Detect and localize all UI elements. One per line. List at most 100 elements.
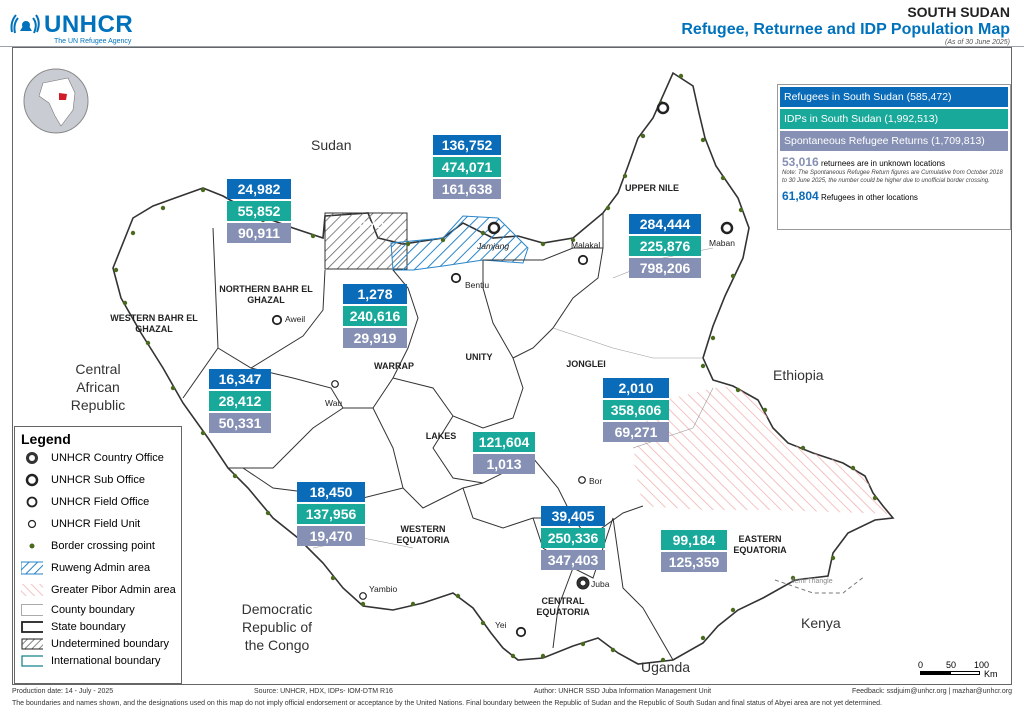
border-crossing-point xyxy=(830,555,836,561)
border-crossing-point xyxy=(872,495,878,501)
border-crossing-point xyxy=(480,620,486,626)
border-crossing-point xyxy=(622,173,628,179)
legend-title: Legend xyxy=(21,431,71,447)
field-office-icon xyxy=(21,495,43,509)
town-bor: Bor xyxy=(589,476,603,486)
town-ilemi: Ilemi Triangle xyxy=(791,578,833,585)
border-crossing-point xyxy=(790,575,796,581)
upper-nile-idps: 225,876 xyxy=(629,236,701,256)
scale-bar: 0 50 100 Km xyxy=(912,660,1000,682)
legend-field-office-label: UNHCR Field Office xyxy=(51,496,150,508)
footer-row: Production date: 14 - July - 2025 Source… xyxy=(12,688,1012,695)
footer: Production date: 14 - July - 2025 Source… xyxy=(12,688,1012,708)
border-crossing-point xyxy=(440,237,446,243)
undetermined-swatch-icon xyxy=(21,638,43,650)
border-crossing-point xyxy=(265,510,271,516)
warrap-idps: 240,616 xyxy=(343,306,407,326)
scale-bar-light xyxy=(950,671,980,675)
legend-field-office: UNHCR Field Office xyxy=(21,491,181,513)
border-crossing-point xyxy=(762,407,768,413)
border-crossing-point xyxy=(410,601,416,607)
unity-returns: 161,638 xyxy=(433,179,501,199)
town-bentiu: Bentiu xyxy=(465,280,490,290)
legend-county: County boundary xyxy=(21,601,181,618)
field-office-marker xyxy=(577,254,589,266)
unhcr-logo: UNHCR xyxy=(8,10,133,40)
legend-ruweng-label: Ruweng Admin area xyxy=(51,562,151,574)
sub-office-marker xyxy=(487,221,501,235)
state-abyei: ABYEI xyxy=(356,220,384,230)
legend-international-label: International boundary xyxy=(51,654,161,667)
legend-ruweng: Ruweng Admin area xyxy=(21,557,181,579)
border-crossing-point xyxy=(710,335,716,341)
legend-country-office: UNHCR Country Office xyxy=(21,447,181,469)
eeq-idps: 99,184 xyxy=(661,530,727,550)
footer-source: Source: UNHCR, HDX, IDPs- IOM-DTM R16 xyxy=(254,688,393,695)
border-crossing-point xyxy=(700,137,706,143)
border-crossing-point xyxy=(610,647,616,653)
field-unit-marker xyxy=(578,476,586,484)
town-malakal: Malakal xyxy=(571,240,601,250)
border-crossing-point xyxy=(730,607,736,613)
legend-pibor: Greater Pibor Admin area xyxy=(21,579,181,601)
wbeg-refugees: 16,347 xyxy=(209,369,271,389)
nbeg-returns: 90,911 xyxy=(227,223,291,243)
org-name: UNHCR xyxy=(44,11,134,38)
map-date: (As of 30 June 2025) xyxy=(945,39,1010,46)
border-crossing-point xyxy=(510,653,516,659)
legend-border-crossing-label: Border crossing point xyxy=(51,540,155,552)
border-crossing-point xyxy=(850,465,856,471)
border-crossing-point xyxy=(130,230,136,236)
legend-pibor-label: Greater Pibor Admin area xyxy=(51,584,176,596)
border-crossing-point xyxy=(678,73,684,79)
weq-returns: 19,470 xyxy=(297,526,365,546)
warrap-returns: 29,919 xyxy=(343,328,407,348)
border-points xyxy=(113,73,878,663)
summary-returns: Spontaneous Refugee Returns (1,709,813) xyxy=(780,131,1008,151)
field-office-marker xyxy=(450,272,462,284)
town-maban: Maban xyxy=(709,238,735,248)
border-crossing-point xyxy=(480,230,486,236)
scale-tick-100: 100 xyxy=(974,660,990,670)
state-upper-nile: UPPER NILE xyxy=(624,183,679,193)
county-swatch-icon xyxy=(21,603,43,616)
sub-office-marker xyxy=(720,221,734,235)
border-crossing-point xyxy=(113,267,119,273)
town-juba: Juba xyxy=(591,579,610,589)
map-title: Refugee, Returnee and IDP Population Map xyxy=(681,21,1010,38)
title-block: SOUTH SUDAN Refugee, Returnee and IDP Po… xyxy=(681,4,1010,46)
border-crossing-point xyxy=(200,187,206,193)
legend-field-unit-label: UNHCR Field Unit xyxy=(51,518,141,530)
jonglei-refugees: 2,010 xyxy=(603,378,669,398)
border-crossing-point xyxy=(800,445,806,451)
scale-tick-50: 50 xyxy=(946,660,957,670)
state-jonglei: JONGLEI xyxy=(566,359,606,369)
state-warrap: WARRAP xyxy=(374,361,414,371)
town-aweil: Aweil xyxy=(285,314,306,324)
field-office-marker xyxy=(271,314,283,326)
ceq-returns: 347,403 xyxy=(541,550,605,570)
map-country: SOUTH SUDAN xyxy=(907,4,1010,20)
legend-sub-office-label: UNHCR Sub Office xyxy=(51,474,145,486)
border-crossing-point xyxy=(640,133,646,139)
legend-state-label: State boundary xyxy=(51,620,126,633)
border-crossing-point xyxy=(540,241,546,247)
border-crossing-point xyxy=(160,205,166,211)
country-drc: Democratic Republic of the Congo xyxy=(241,601,313,653)
border-crossing-point xyxy=(605,205,611,211)
state-swatch-icon xyxy=(21,620,43,633)
border-crossing-point xyxy=(580,641,586,647)
footer-disclaimer: The boundaries and names shown, and the … xyxy=(12,700,882,707)
state-ceq: CENTRAL EQUATORIA xyxy=(536,596,590,617)
summary-other: 61,804 Refugees in other locations xyxy=(778,185,1010,203)
border-crossing-point xyxy=(735,387,741,393)
scale-unit: Km xyxy=(984,669,998,679)
border-crossing-point xyxy=(330,575,336,581)
eeq-returns: 125,359 xyxy=(661,552,727,572)
border-crossing-point xyxy=(738,207,744,213)
border-crossing-point xyxy=(170,385,176,391)
legend-undetermined: Undetermined boundary xyxy=(21,635,181,652)
border-crossing-point xyxy=(570,237,576,243)
field-office-marker xyxy=(515,626,527,638)
summary-unknown: 53,016 returnees are in unknown location… xyxy=(778,151,1010,169)
